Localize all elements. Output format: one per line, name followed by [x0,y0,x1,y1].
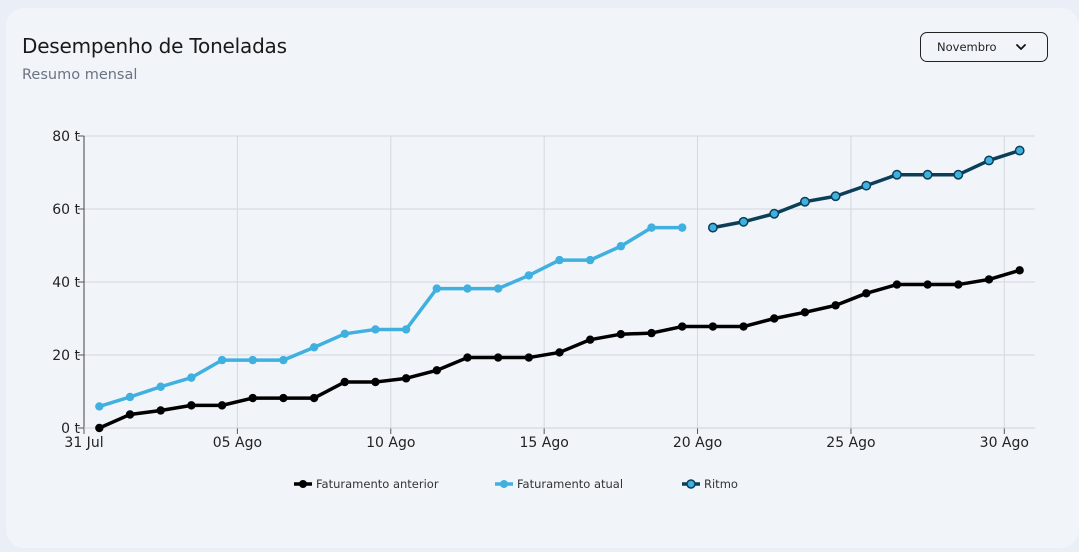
x-tick-label: 15 Ago [520,435,569,451]
data-point-ritmo [799,196,810,207]
page-subtitle: Resumo mensal [22,67,138,83]
data-point-anterior [217,401,227,410]
data-point-anterior [954,280,963,289]
x-tick-label: 20 Ago [673,435,722,451]
data-point-anterior [340,377,349,387]
data-point-anterior [248,393,257,403]
data-point-anterior [279,393,288,403]
data-point-ritmo [984,155,994,166]
data-point-anterior [923,280,932,289]
chevron-down-icon [1016,44,1026,50]
data-point-anterior [647,328,656,338]
data-point-ritmo [769,208,780,219]
data-point-atual [95,402,104,411]
data-point-anterior [125,410,135,419]
x-tick-label: 30 Ago [980,435,1029,451]
y-tick-label: 0 t [61,421,80,437]
data-point-atual [217,355,227,365]
data-point-anterior [708,322,718,331]
data-point-anterior [831,301,840,310]
data-point-anterior [862,289,871,298]
page-title: Desempenho de Toneladas [22,34,287,58]
legend-marker-ritmo [686,479,696,489]
data-point-atual [585,255,595,265]
legend-marker-atual [500,480,508,488]
data-point-ritmo [830,191,841,202]
chart-card [6,8,1079,548]
data-point-ritmo [922,169,933,180]
x-tick-label: 31 Jul [64,435,103,451]
data-point-anterior [770,314,779,323]
legend-label-anterior: Faturamento anterior [316,477,439,491]
data-point-atual [340,329,349,339]
legend-marker-anterior [299,480,307,488]
data-point-anterior [555,348,564,357]
grid [84,135,1035,429]
data-point-atual [493,284,503,293]
data-point-anterior [463,353,472,362]
data-point-atual [309,343,319,352]
y-tick-label: 80 t [52,129,80,145]
x-tick-label: 05 Ago [213,435,262,451]
data-point-atual [678,223,687,232]
data-point-ritmo [892,169,902,180]
legend-label-ritmo: Ritmo [704,477,738,491]
data-point-atual [401,325,411,334]
data-point-ritmo [1014,145,1025,156]
data-point-anterior [678,322,687,331]
x-tick-label: 25 Ago [826,435,875,451]
data-point-ritmo [861,180,872,191]
series-line-atual [97,225,684,409]
data-point-anterior [800,308,810,317]
data-point-ritmo [953,169,964,180]
data-point-anterior [493,353,503,362]
data-point-anterior [187,401,196,410]
data-point-anterior [1015,266,1024,275]
data-point-anterior [524,353,534,362]
data-point-anterior [309,393,319,403]
data-point-atual [248,355,257,365]
data-point-anterior [616,329,626,339]
y-tick-label: 40 t [52,275,80,291]
data-point-atual [371,325,380,334]
data-point-anterior [401,374,411,383]
data-point-anterior [432,366,441,375]
data-point-atual [524,271,534,280]
data-point-atual [187,373,196,382]
month-select-value: Novembro [937,40,997,54]
data-point-anterior [984,275,994,284]
data-point-anterior [892,280,902,289]
y-tick-label: 20 t [52,348,80,364]
data-point-anterior [371,377,380,387]
data-point-anterior [739,322,748,331]
data-point-atual [647,223,656,232]
legend: Faturamento anterior Faturamento atual Rit… [294,477,738,491]
axes: 0 t 20 t 40 t 60 t 80 t 31 Jul 05 Ago 10 Ago 15 … [52,129,1035,451]
data-point-ritmo [738,216,749,227]
data-point-anterior [585,335,595,344]
data-point-atual [555,255,564,265]
data-point-atual [463,284,472,293]
data-point-anterior [156,406,165,415]
data-point-atual [156,382,165,391]
x-tick-label: 10 Ago [366,435,415,451]
data-point-ritmo [707,222,718,233]
y-tick-label: 60 t [52,202,80,218]
legend-label-atual: Faturamento atual [517,477,623,491]
series [95,145,1025,433]
data-point-atual [616,242,626,251]
data-point-atual [279,355,288,365]
data-point-anterior [95,423,104,433]
month-select[interactable]: Novembro [920,32,1048,62]
data-point-atual [432,284,441,293]
data-point-atual [125,392,135,402]
